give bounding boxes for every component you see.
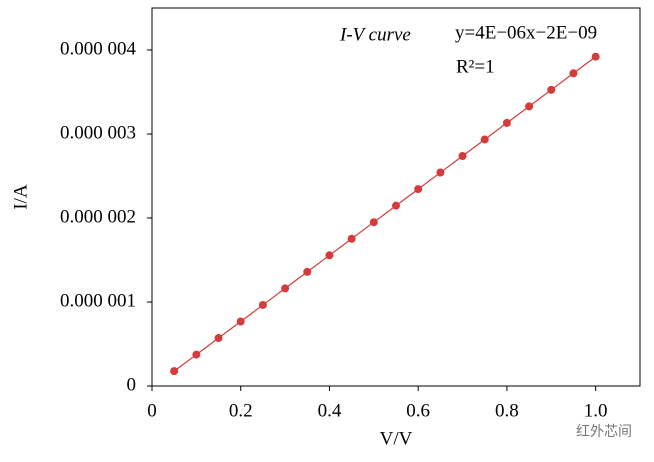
x-tick-label: 1.0 — [584, 400, 608, 421]
data-point — [458, 152, 467, 161]
data-point — [214, 334, 223, 343]
data-point — [525, 102, 534, 111]
data-point — [414, 185, 423, 194]
data-point — [303, 267, 312, 276]
data-point — [236, 317, 245, 326]
data-point — [436, 168, 445, 177]
data-point — [258, 300, 267, 309]
y-tick-label: 0.000 002 — [60, 206, 136, 227]
watermark: 红外芯间 — [576, 424, 632, 440]
y-tick-label: 0.000 004 — [60, 38, 137, 59]
x-tick-label: 0.6 — [406, 400, 430, 421]
trend-line — [173, 56, 596, 372]
data-point — [502, 118, 511, 127]
data-point — [569, 69, 578, 78]
y-axis-label: I/A — [10, 184, 31, 210]
data-point — [347, 234, 356, 243]
y-tick-label: 0.000 001 — [60, 290, 136, 311]
x-axis-label: V/V — [380, 428, 413, 449]
data-point — [480, 135, 489, 144]
annotation: R²=1 — [456, 56, 495, 77]
data-point — [192, 350, 201, 359]
annotation: y=4E−06x−2E−09 — [455, 22, 597, 43]
data-point — [325, 251, 334, 260]
data-point — [281, 284, 290, 293]
data-point — [591, 52, 600, 61]
data-point — [547, 85, 556, 94]
y-tick-label: 0 — [127, 374, 137, 395]
plot-frame — [151, 7, 641, 387]
data-point — [392, 201, 400, 210]
x-tick-label: 0.2 — [229, 400, 253, 421]
data-point — [170, 367, 179, 376]
data-point — [369, 218, 378, 227]
x-tick-label: 0.4 — [318, 400, 342, 421]
annotation: I-V curve — [339, 24, 411, 45]
y-tick-label: 0.000 003 — [60, 122, 136, 143]
x-tick-label: 0.8 — [495, 400, 519, 421]
x-tick-label: 0 — [147, 400, 157, 421]
